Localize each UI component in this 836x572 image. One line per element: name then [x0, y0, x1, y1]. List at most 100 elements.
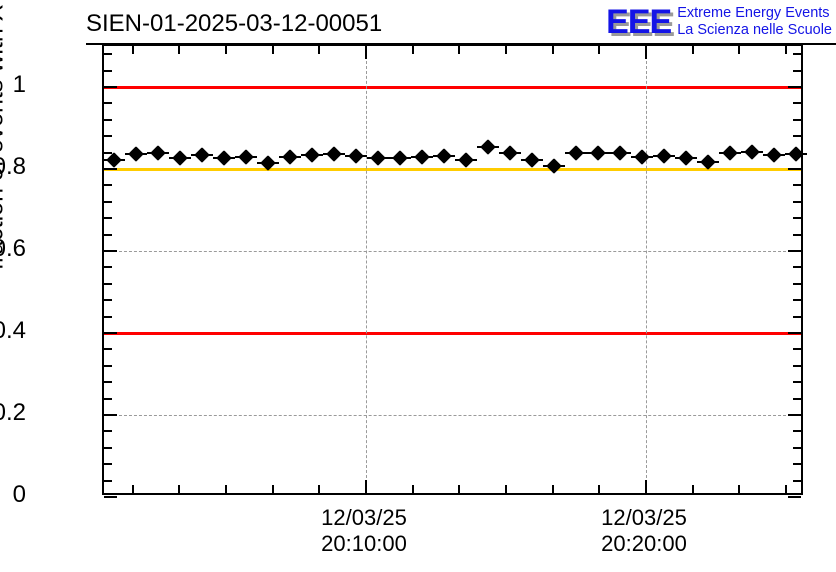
y-axis-tick-label: 1 [12, 71, 26, 98]
y-axis-tick-minor [104, 69, 112, 72]
y-axis-tick-minor [104, 348, 112, 351]
x-axis-tick-minor [318, 485, 321, 493]
x-axis-tick-label-date: 12/03/25 [321, 505, 407, 530]
y-axis-tick-minor-right [793, 233, 801, 236]
reference-line-upper-red-limit [104, 85, 801, 89]
x-axis-tick-label-time: 20:10:00 [321, 531, 407, 556]
x-axis-tick-minor [225, 485, 227, 493]
data-point-marker [502, 145, 518, 162]
data-point-marker [678, 149, 694, 166]
y-axis-tick-minor [104, 299, 112, 302]
y-axis-tick-minor [104, 102, 112, 105]
x-axis-tick-minor-top [271, 46, 274, 54]
data-point-marker [546, 158, 562, 174]
y-axis-tick-major [104, 496, 117, 498]
x-axis-tick-label: 12/03/25 20:10:00 [321, 505, 407, 557]
x-axis-tick-minor-top [738, 46, 741, 54]
y-axis-tick-major [104, 332, 117, 334]
x-axis-tick-minor [131, 485, 134, 493]
plot-area [103, 46, 807, 498]
data-point-marker [480, 139, 496, 155]
y-axis-tick-minor-right [793, 381, 801, 384]
x-axis-tick-major [365, 480, 367, 493]
y-axis-tick-minor [104, 135, 112, 138]
gridline-vertical [366, 46, 367, 493]
data-point-marker [370, 149, 386, 166]
x-axis-tick-minor [598, 485, 601, 493]
y-axis-tick-minor [104, 463, 112, 466]
y-axis-tick-minor [104, 266, 112, 269]
x-axis-tick-minor-top [598, 46, 601, 54]
x-axis-tick-minor-top [411, 46, 414, 54]
data-point-marker [150, 144, 166, 161]
y-axis-tick-minor [104, 217, 112, 220]
data-point-marker [458, 152, 474, 168]
y-axis-tick-minor-right [793, 315, 801, 318]
data-point-marker [744, 144, 760, 160]
y-axis-tick-minor-right [793, 118, 801, 121]
y-axis-tick-label: 0.6 [0, 235, 26, 262]
y-axis-tick-minor-right [793, 282, 801, 285]
x-axis-tick-minor-top [505, 46, 507, 54]
data-point-marker [326, 146, 342, 163]
y-axis-tick-minor-right [793, 397, 801, 400]
eee-logo-text: Extreme Energy Events La Scienza nelle S… [677, 5, 832, 39]
y-axis-tick-minor [104, 381, 112, 384]
y-axis-tick-minor-right [793, 299, 801, 302]
eee-logo: EEE EEE Extreme Energy Events La Scienza… [606, 2, 832, 42]
y-axis-tick-major-right [788, 250, 801, 252]
y-axis-tick-major-right [788, 332, 801, 334]
data-point-marker [348, 148, 364, 165]
x-axis-tick-minor [411, 485, 414, 493]
y-axis-tick-label: 0 [12, 481, 26, 508]
data-point-marker [238, 149, 254, 165]
data-point-marker [524, 151, 540, 168]
x-axis-tick-minor-top [691, 46, 694, 54]
data-point-marker [634, 149, 650, 165]
data-point-marker [216, 150, 232, 166]
data-point-marker [612, 145, 628, 161]
reference-line-warning-yellow-limit [104, 167, 801, 171]
data-point-marker [392, 150, 408, 167]
data-point-marker [304, 147, 320, 163]
reference-line-lower-red-limit [104, 331, 801, 335]
x-axis-tick-minor [785, 485, 787, 493]
y-axis-tick-minor-right [793, 135, 801, 138]
eee-logo-mark-front: EEE [606, 3, 672, 41]
y-axis-tick-minor [104, 200, 112, 203]
x-axis-tick-major-top [645, 46, 647, 59]
y-axis-tick-minor [104, 479, 112, 482]
x-axis-tick-minor-top [785, 46, 787, 54]
data-point-marker [128, 146, 144, 163]
y-axis-tick-minor [104, 53, 112, 56]
y-axis-tick-label: 0.4 [0, 317, 26, 344]
y-axis-tick-minor-right [793, 266, 801, 269]
x-axis-tick-major [645, 480, 647, 493]
y-axis-tick-minor [104, 315, 112, 318]
data-point-marker [436, 148, 452, 164]
data-point-marker [656, 148, 672, 164]
y-axis-tick-minor [104, 446, 112, 449]
x-axis-tick-minor [738, 485, 741, 493]
eee-logo-mark-shadow: EEE [609, 6, 675, 44]
gridline-horizontal [104, 251, 801, 252]
y-axis-tick-minor-right [793, 69, 801, 72]
eee-logo-line1: Extreme Energy Events [677, 5, 830, 21]
y-axis-title: fraction of events with X2 < 10.0 [0, 0, 9, 270]
x-axis-tick-minor-top [225, 46, 227, 54]
y-axis-tick-major [104, 168, 117, 170]
y-axis-tick-minor-right [793, 53, 801, 56]
x-axis-tick-major-top [365, 46, 367, 59]
y-axis-tick-major [104, 414, 117, 416]
x-axis-tick-minor-top [178, 46, 181, 54]
y-axis-tick-minor-right [793, 463, 801, 466]
x-axis-tick-label-time: 20:20:00 [601, 531, 687, 556]
y-axis-title-pre: fraction of events with X [0, 5, 9, 270]
y-axis-tick-minor-right [793, 184, 801, 187]
y-axis-tick-minor [104, 233, 112, 236]
x-axis-tick-minor [178, 485, 181, 493]
x-axis-tick-minor [458, 485, 461, 493]
y-axis-tick-minor [104, 430, 112, 433]
y-axis-tick-minor [104, 118, 112, 121]
